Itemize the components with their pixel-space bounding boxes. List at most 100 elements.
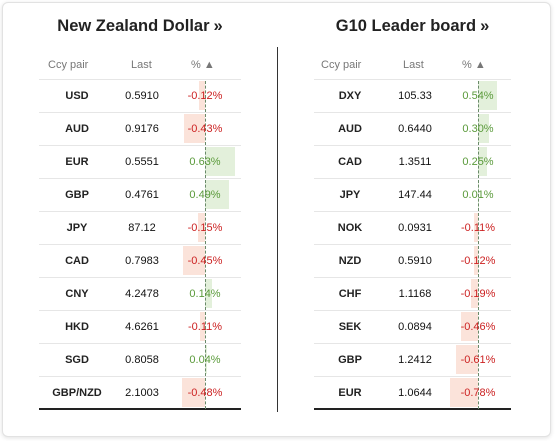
table-row[interactable]: AUD 0.6440 0.30%	[314, 112, 511, 145]
ccy-pair: CNY	[65, 288, 89, 300]
ccy-pair: DXY	[338, 90, 362, 102]
change-bar	[183, 246, 205, 275]
change-bar	[199, 81, 205, 110]
pct-change: 0.30%	[462, 123, 494, 135]
last-price: 0.5551	[125, 156, 159, 168]
change-bar	[461, 312, 478, 341]
table-row[interactable]: EUR 1.0644 -0.78%	[314, 376, 511, 410]
zero-line	[205, 312, 206, 343]
pct-change: -0.19%	[460, 288, 496, 300]
pct-change: 0.49%	[189, 189, 221, 201]
last-price: 0.5910	[125, 90, 159, 102]
table-row[interactable]: HKD 4.6261 -0.11%	[39, 310, 241, 343]
table-row[interactable]: SGD 0.8058 0.04%	[39, 343, 241, 376]
ccy-pair: GBP	[65, 189, 89, 201]
zero-line	[478, 114, 479, 145]
last-price: 2.1003	[125, 387, 159, 399]
last-price: 0.6440	[398, 123, 432, 135]
g10-panel-title-link[interactable]: G10 Leader board»	[314, 17, 511, 36]
last-price: 105.33	[398, 90, 432, 102]
table-row[interactable]: JPY 147.44 0.01%	[314, 178, 511, 211]
pct-change: -0.46%	[460, 321, 496, 333]
ccy-pair: SGD	[65, 354, 89, 366]
ccy-pair: SEK	[338, 321, 362, 333]
change-bar	[184, 114, 205, 143]
change-bar	[456, 345, 478, 374]
pct-change: 0.54%	[462, 90, 494, 102]
change-bar	[478, 147, 487, 176]
ccy-pair: NZD	[338, 255, 362, 267]
zero-line	[478, 213, 479, 244]
change-bar	[449, 378, 478, 407]
ccy-pair: GBP	[338, 354, 362, 366]
table-row[interactable]: CNY 4.2478 0.14%	[39, 277, 241, 310]
ccy-pair: NOK	[337, 222, 363, 234]
pct-change: 0.63%	[189, 156, 221, 168]
table-row[interactable]: CHF 1.1168 -0.19%	[314, 277, 511, 310]
table-row[interactable]: DXY 105.33 0.54%	[314, 79, 511, 112]
last-price: 1.2412	[398, 354, 432, 366]
chevron-right-icon: »	[213, 17, 223, 35]
last-price: 4.6261	[125, 321, 159, 333]
ccy-pair: CAD	[338, 156, 362, 168]
change-bar	[478, 114, 489, 143]
ccy-pair: AUD	[65, 123, 89, 135]
zero-line	[478, 345, 479, 376]
last-price: 0.8058	[125, 354, 159, 366]
pct-change: -0.15%	[187, 222, 223, 234]
nzd-panel-title: New Zealand Dollar	[57, 17, 210, 35]
g10-panel-title: G10 Leader board	[335, 17, 477, 35]
pct-sort-header[interactable]: % ▲	[191, 59, 215, 71]
last-price: 0.0894	[398, 321, 432, 333]
pct-change: 0.04%	[189, 354, 221, 366]
pct-change: -0.43%	[187, 123, 223, 135]
table-row[interactable]: AUD 0.9176 -0.43%	[39, 112, 241, 145]
last-price: 0.9176	[125, 123, 159, 135]
last-price: 0.7983	[125, 255, 159, 267]
zero-line	[478, 81, 479, 112]
change-bar	[205, 279, 212, 308]
pct-change: -0.12%	[460, 255, 496, 267]
last-header: Last	[131, 59, 152, 71]
table-row[interactable]: CAD 1.3511 0.25%	[314, 145, 511, 178]
ccy-pair: JPY	[66, 222, 88, 234]
pct-change: 0.25%	[462, 156, 494, 168]
table-row[interactable]: GBP 0.4761 0.49%	[39, 178, 241, 211]
ccy-pair: EUR	[65, 156, 89, 168]
pct-change: 0.01%	[462, 189, 494, 201]
pct-change: -0.12%	[187, 90, 223, 102]
change-bar	[205, 180, 229, 209]
change-bar	[473, 246, 478, 275]
change-bar	[471, 279, 478, 308]
zero-line	[478, 312, 479, 343]
zero-line	[478, 180, 479, 211]
table-row[interactable]: EUR 0.5551 0.63%	[39, 145, 241, 178]
ccy-pair: CAD	[65, 255, 89, 267]
ccy-pair: EUR	[338, 387, 362, 399]
last-price: 1.1168	[398, 288, 432, 300]
nzd-panel-title-link[interactable]: New Zealand Dollar»	[39, 17, 241, 36]
table-row[interactable]: JPY 87.12 -0.15%	[39, 211, 241, 244]
zero-line	[205, 147, 206, 178]
change-bar	[181, 378, 205, 407]
ccy-pair: USD	[65, 90, 89, 102]
ccy-pair: GBP/NZD	[52, 387, 102, 399]
table-row[interactable]: NOK 0.0931 -0.11%	[314, 211, 511, 244]
table-row[interactable]: CAD 0.7983 -0.45%	[39, 244, 241, 277]
last-header: Last	[403, 59, 424, 71]
change-bar	[205, 147, 236, 176]
zero-line	[205, 279, 206, 310]
table-row[interactable]: GBP/NZD 2.1003 -0.48%	[39, 376, 241, 410]
zero-line	[205, 81, 206, 112]
table-row[interactable]: USD 0.5910 -0.12%	[39, 79, 241, 112]
pct-change: 0.14%	[189, 288, 221, 300]
table-row[interactable]: GBP 1.2412 -0.61%	[314, 343, 511, 376]
pct-change: -0.78%	[460, 387, 496, 399]
pct-change: -0.11%	[460, 222, 496, 234]
table-row[interactable]: SEK 0.0894 -0.46%	[314, 310, 511, 343]
pct-sort-header[interactable]: % ▲	[462, 59, 486, 71]
table-row[interactable]: NZD 0.5910 -0.12%	[314, 244, 511, 277]
fx-widget-card: New Zealand Dollar» Ccy pair Last % ▲ US…	[2, 2, 551, 437]
last-price: 1.0644	[398, 387, 432, 399]
chevron-right-icon: »	[480, 17, 490, 35]
